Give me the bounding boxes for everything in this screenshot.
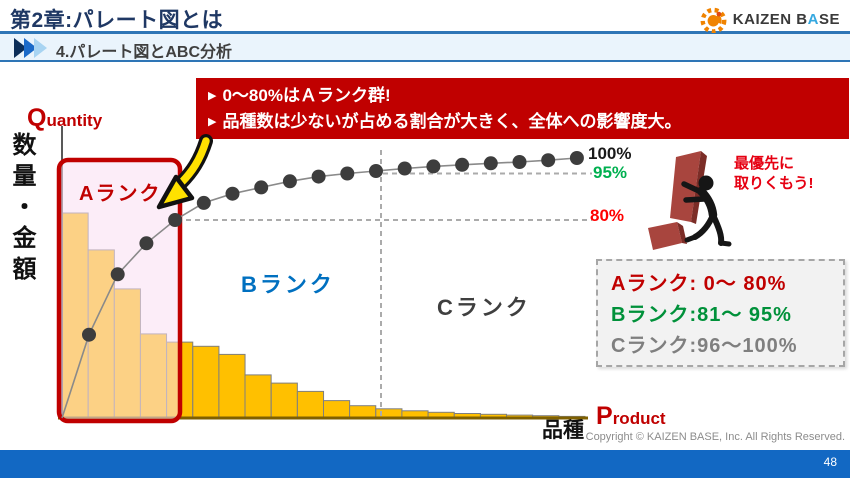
arrow-bullet-icon: ▶ bbox=[208, 116, 217, 128]
pareto-bar bbox=[296, 390, 325, 419]
footer-bar bbox=[0, 450, 850, 478]
product-axis-title: Product bbox=[596, 402, 666, 430]
pareto-bar bbox=[192, 345, 220, 419]
cumulative-point bbox=[311, 169, 326, 184]
legend-row-b: Bランク:81〜 95% bbox=[611, 304, 792, 326]
copyright-text: Copyright © KAIZEN BASE, Inc. All Rights… bbox=[585, 431, 845, 443]
section-title: 4.パレート図とABC分析 bbox=[56, 44, 233, 61]
chevron-right-icon bbox=[14, 38, 47, 58]
tick-100-percent: 100% bbox=[588, 144, 632, 163]
page-title: 第2章:パレート図とは bbox=[10, 9, 224, 32]
cumulative-point bbox=[512, 155, 527, 169]
cumulative-point bbox=[254, 180, 269, 195]
rank-a-highlight-box bbox=[56, 157, 183, 424]
rank-b-zone-label: Bランク bbox=[241, 272, 335, 297]
callout-line-2: ▶ 品種数は少ないが占める割合が大きく、全体への影響度大。 bbox=[208, 112, 682, 131]
kaizen-base-logo: KAIZEN BASE bbox=[700, 6, 840, 33]
gear-icon bbox=[700, 7, 727, 33]
legend-row-a: Aランク: 0〜 80% bbox=[611, 273, 787, 295]
x-axis-label: 品種 bbox=[542, 419, 584, 442]
legend-row-c: Cランク:96〜100% bbox=[611, 335, 798, 357]
rank-c-zone-label: Cランク bbox=[437, 295, 531, 320]
pareto-bar bbox=[218, 353, 246, 419]
cumulative-point bbox=[541, 153, 556, 168]
page-number: 48 bbox=[823, 455, 837, 469]
cumulative-point bbox=[455, 157, 470, 172]
key-message-callout: ▶ 0〜80%はＡランク群! ▶ 品種数は少ないが占める割合が大きく、全体への影響度… bbox=[196, 78, 849, 139]
logo-text: KAIZEN BASE bbox=[732, 11, 840, 28]
cumulative-point bbox=[483, 156, 498, 171]
cumulative-point bbox=[196, 195, 211, 210]
cumulative-point bbox=[110, 267, 125, 282]
cumulative-point bbox=[397, 161, 412, 176]
cumulative-point bbox=[225, 186, 240, 201]
cumulative-point bbox=[426, 159, 441, 174]
pareto-bar bbox=[244, 374, 272, 419]
pareto-bar bbox=[349, 405, 377, 419]
section-band bbox=[0, 34, 850, 62]
cumulative-point bbox=[168, 213, 183, 227]
pareto-bar bbox=[270, 382, 298, 419]
cumulative-point bbox=[139, 236, 154, 251]
tick-80-percent: 80% bbox=[590, 206, 625, 225]
priority-note: 最優先に 取りくもう! bbox=[734, 155, 814, 192]
cumulative-point bbox=[369, 164, 383, 178]
pareto-bar bbox=[323, 400, 351, 419]
cumulative-point bbox=[282, 174, 297, 189]
rank-a-zone-label: Aランク bbox=[79, 183, 162, 205]
cumulative-point bbox=[340, 166, 355, 181]
abc-rank-legend: Aランク: 0〜 80% Bランク:81〜 95% Cランク:96〜100% bbox=[596, 259, 845, 367]
title-divider bbox=[0, 31, 850, 34]
cumulative-point bbox=[82, 327, 96, 342]
y-axis-label: 数量・金額 bbox=[8, 132, 35, 287]
cumulative-point bbox=[569, 151, 584, 165]
arrow-bullet-icon: ▶ bbox=[208, 90, 217, 102]
callout-line-1: ▶ 0〜80%はＡランク群! bbox=[208, 86, 391, 105]
tick-95-percent: 95% bbox=[593, 163, 628, 182]
quantity-axis-title: Quantity bbox=[27, 104, 103, 132]
